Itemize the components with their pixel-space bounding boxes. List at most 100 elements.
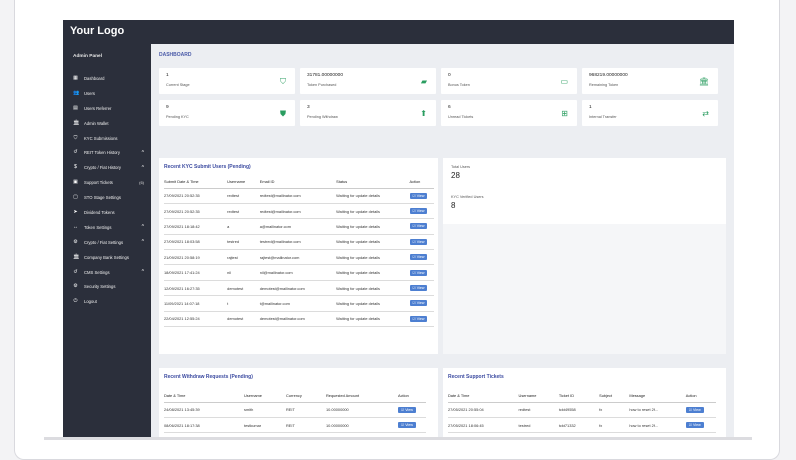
support-panel-title: Recent Support Tickets: [448, 374, 504, 380]
withdraw-panel-title: Recent Withdraw Requests (Pending): [164, 374, 253, 380]
sidebar-item-reit-token-history[interactable]: ↺ REIT Token History ^: [63, 145, 151, 160]
sidebar-item-label: Support Tickets: [84, 180, 113, 186]
kyc-verified-value: 8: [451, 201, 456, 210]
view-button[interactable]: ☑ View: [398, 406, 416, 413]
page-title: DASHBOARD: [159, 52, 192, 58]
column-header: Submit Date & Time: [164, 176, 228, 189]
column-header: Username: [227, 176, 260, 189]
stat-card: 6 Unread Tickets ⊞: [441, 100, 577, 126]
table-cell: 12/09/2021 16:27:35: [164, 280, 228, 297]
table-row: 12/09/2021 16:27:35 demotest demotest@mail…: [164, 280, 434, 297]
action-cell: ☑ View: [685, 402, 716, 418]
table-cell: tckt42079: [558, 432, 600, 437]
sidebar-item-label: Crypto / Fiat Settings: [84, 239, 124, 245]
sidebar-item-label: KYC Submissions: [84, 135, 118, 141]
sidebar-item-label: Logout: [84, 299, 97, 305]
action-cell: ☑ View: [685, 417, 716, 434]
view-button[interactable]: ☑ View: [409, 269, 428, 276]
table-cell: Waiting for update details: [336, 280, 410, 297]
table-cell: a: [227, 218, 260, 235]
table-cell: redtest@mailinator.com: [259, 203, 337, 220]
users-icon: 👥: [73, 89, 80, 96]
action-cell: ☑ View: [409, 203, 434, 220]
action-cell: ☑ View: [685, 432, 716, 437]
sidebar-nav: ▦ Dashboard 👥 Users ▤ Users Referrer 🏛 Admin Wa…: [63, 71, 151, 309]
view-button[interactable]: ☑ View: [409, 238, 428, 245]
view-button[interactable]: ☑ View: [409, 300, 428, 307]
sidebar-item-kyc-submissions[interactable]: ⛉ KYC Submissions: [63, 131, 151, 146]
briefcase-icon: ▰: [420, 77, 427, 86]
blank-panel: [443, 224, 726, 354]
sidebar-item-cms-settings[interactable]: ↺ CMS Settings ^: [63, 265, 151, 280]
sidebar-item-company-bank-settings[interactable]: 🏛 Company Bank Settings: [63, 250, 151, 265]
exchange-icon: ⇄: [702, 109, 709, 118]
view-button[interactable]: ☑ View: [398, 422, 416, 429]
view-button[interactable]: ☑ View: [409, 254, 428, 261]
stat-card: 968219.00000000 Remaining Token 🏛: [582, 68, 718, 94]
table-cell: 27/09/2021 20:52:35: [164, 188, 228, 204]
stat-value: 0: [448, 73, 451, 78]
action-cell: ☑ View: [409, 280, 434, 297]
action-cell: ☑ View: [409, 264, 434, 281]
sidebar-item-crypto-fiat-history[interactable]: $ Crypto / Fiat History ^: [63, 160, 151, 175]
sidebar-item-sto-stage-settings[interactable]: ▢ STO Stage Settings: [63, 190, 151, 205]
screen: Your Logo Admin Panel ▦ Dashboard 👥 Users ▤ U…: [63, 20, 734, 437]
support-panel: Recent Support Tickets Date & Time Userna…: [443, 368, 726, 437]
table-cell: a@mailinator.com: [259, 218, 337, 235]
stat-card: 1 Current Stage ⛉: [159, 68, 295, 94]
sidebar-item-label: Admin Wallet: [84, 120, 109, 126]
view-button[interactable]: ☑ View: [685, 422, 704, 429]
main-content: DASHBOARD 1 Current Stage ⛉ 31781.00000000 T…: [151, 44, 734, 437]
table-cell: 11/09/2021 14:07:18: [164, 295, 228, 312]
sidebar-title: Admin Panel: [73, 54, 103, 59]
chevron-up-icon: ^: [141, 164, 144, 171]
total-users-value: 28: [451, 171, 460, 180]
money-icon: ▭: [560, 77, 568, 86]
withdraw-panel: Recent Withdraw Requests (Pending) Date …: [159, 368, 438, 437]
view-button[interactable]: ☑ View: [409, 315, 428, 322]
table-cell: testkumar: [244, 432, 286, 437]
column-header: Date & Time: [164, 390, 244, 403]
sidebar-item-label: Users: [84, 90, 95, 96]
chevron-up-icon: ^: [141, 149, 144, 156]
column-header: Username: [518, 390, 559, 403]
view-button[interactable]: ☑ View: [409, 208, 428, 215]
sidebar-item-users[interactable]: 👥 Users: [63, 86, 151, 101]
stat-card: 9 Pending KYC ⛊: [159, 100, 295, 126]
view-button[interactable]: ☑ View: [685, 406, 704, 413]
sidebar-item-token-settings[interactable]: ↔ Token Settings ^: [63, 220, 151, 235]
sidebar-item-label: Dividend Tokens: [84, 209, 115, 215]
stat-value: 1: [589, 105, 592, 110]
table-cell: 10.00000000: [326, 432, 398, 437]
history-icon: ↺: [73, 149, 78, 156]
table-cell: t@mailinator.com: [259, 295, 337, 312]
view-button[interactable]: ☑ View: [409, 223, 428, 230]
table-cell: 27/09/2021 18:03:58: [164, 234, 228, 251]
kyc-panel: Recent KYC Submit Users (Pending) Submit…: [159, 158, 438, 354]
stat-value: 3: [307, 105, 310, 110]
action-cell: ☑ View: [409, 249, 434, 266]
sidebar-item-dashboard[interactable]: ▦ Dashboard: [63, 71, 151, 86]
column-header: Subject: [599, 390, 630, 403]
table-cell: 27/05/2021 20:55:04: [448, 402, 519, 418]
sidebar-item-support-tickets[interactable]: ▣ Support Tickets (6): [63, 175, 151, 190]
stat-label: Pending Withdraw: [307, 115, 338, 119]
sidebar-item-crypto-fiat-settings[interactable]: ⚙ Crypto / Fiat Settings ^: [63, 235, 151, 250]
sidebar-item-security-settings[interactable]: ⚙ Security Settings: [63, 279, 151, 294]
table-cell: 08/06/2021 15:54:46: [164, 432, 244, 437]
sidebar-item-logout[interactable]: ⏻ Logout: [63, 294, 151, 309]
user-stats-panel: Total Users 28 KYC Verified Users 8: [443, 158, 726, 224]
table-cell: 27/09/2021 20:52:35: [164, 203, 228, 220]
stat-value: 31781.00000000: [307, 73, 344, 78]
top-bar: Your Logo: [63, 20, 734, 44]
kyc-verified-label: KYC Verified Users: [451, 195, 484, 199]
sidebar-item-users-referrer[interactable]: ▤ Users Referrer: [63, 101, 151, 116]
table-row: 27/05/2021 20:55:04 redtest tckt49558 fx how…: [448, 402, 716, 418]
sidebar-item-dividend-tokens[interactable]: ➤ Dividend Tokens: [63, 205, 151, 220]
view-button[interactable]: ☑ View: [409, 285, 428, 292]
sidebar-item-admin-wallet[interactable]: 🏛 Admin Wallet: [63, 116, 151, 131]
sidebar-item-label: CMS Settings: [84, 269, 110, 275]
logo[interactable]: Your Logo: [70, 25, 125, 37]
arrow-up-icon: ⬆: [420, 109, 427, 118]
view-button[interactable]: ☑ View: [409, 192, 428, 199]
